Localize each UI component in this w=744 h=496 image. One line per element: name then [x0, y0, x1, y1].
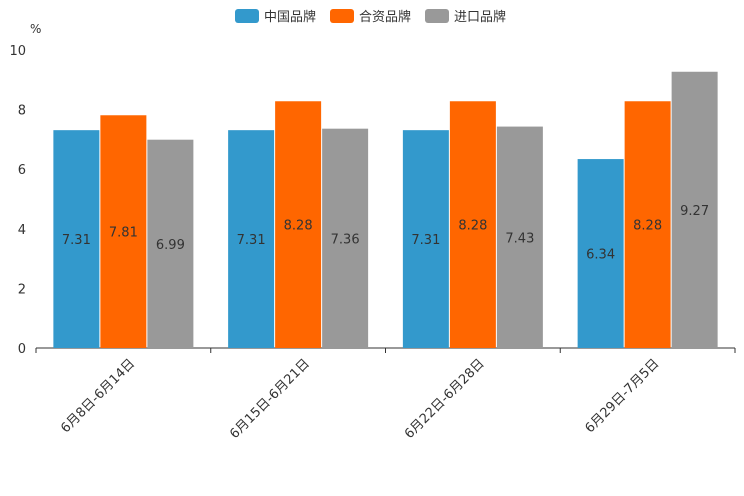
bar	[577, 159, 624, 348]
bar-value-label: 7.31	[237, 233, 266, 248]
x-category-label: 6月29日-7月5日	[583, 356, 663, 436]
bar	[322, 128, 369, 348]
bar	[624, 101, 671, 348]
legend-label-imported: 进口品牌	[454, 10, 507, 25]
legend-label-joint-venture: 合资品牌	[359, 10, 412, 25]
bar	[228, 130, 275, 348]
bar	[53, 130, 100, 348]
x-category-label: 6月22日-6月28日	[402, 356, 488, 442]
bar	[147, 139, 194, 348]
bar-value-label: 8.28	[458, 219, 487, 234]
legend-item-domestic[interactable]: 中国品牌	[235, 6, 316, 25]
y-tick-label: 10	[9, 44, 26, 59]
y-tick-label: 4	[18, 223, 26, 238]
y-tick-label: 6	[18, 163, 26, 178]
bar-value-label: 9.27	[680, 204, 709, 219]
y-tick-label: 8	[18, 104, 26, 119]
bar-value-label: 7.81	[109, 226, 138, 241]
bar	[449, 101, 496, 348]
legend-item-imported[interactable]: 进口品牌	[425, 6, 506, 25]
bar	[100, 115, 147, 349]
bar-value-label: 7.43	[505, 231, 534, 246]
legend-item-joint-venture[interactable]: 合资品牌	[330, 6, 411, 25]
x-category-label: 6月15日-6月21日	[227, 356, 313, 442]
chart-legend: 中国品牌 合资品牌 进口品牌	[235, 6, 506, 25]
bar-value-label: 8.28	[633, 219, 662, 234]
bar-value-label: 8.28	[284, 219, 313, 234]
legend-swatch-imported	[425, 8, 450, 23]
bar-value-label: 7.31	[62, 233, 91, 248]
y-axis-unit-label: %	[30, 22, 42, 36]
bar	[671, 71, 718, 348]
legend-label-domestic: 中国品牌	[264, 10, 317, 25]
bar	[402, 130, 449, 348]
legend-swatch-domestic	[235, 8, 259, 23]
y-tick-label: 2	[18, 282, 26, 297]
legend-swatch-joint-venture	[330, 8, 355, 23]
bar-value-label: 7.31	[411, 233, 440, 248]
x-category-label: 6月8日-6月14日	[58, 356, 138, 436]
bar-value-label: 6.34	[586, 248, 615, 263]
bar	[275, 101, 322, 348]
bar-value-label: 7.36	[331, 232, 360, 247]
bar	[496, 126, 543, 348]
bar-value-label: 6.99	[156, 238, 185, 253]
y-tick-label: 0	[18, 342, 26, 357]
